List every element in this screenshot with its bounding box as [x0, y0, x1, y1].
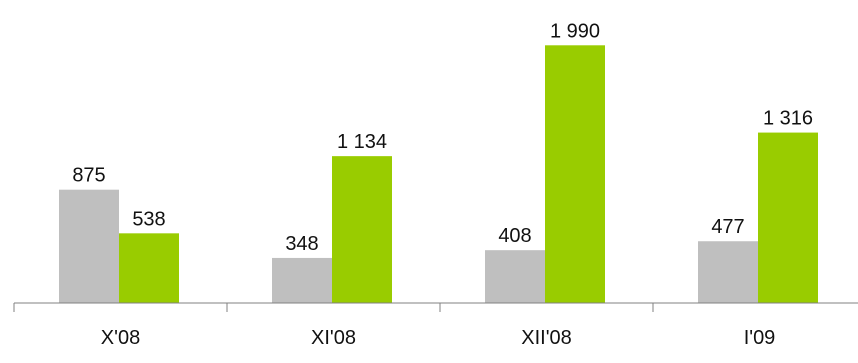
- bar-series-1-2: [485, 250, 545, 303]
- data-label-series-2-3: 1 316: [763, 108, 813, 130]
- bar-series-1-0: [59, 189, 119, 303]
- x-tick-label-3: I'09: [744, 327, 776, 349]
- data-label-series-1-1: 348: [285, 233, 318, 255]
- bar-series-1-3: [698, 241, 758, 303]
- bar-series-2-0: [119, 233, 179, 303]
- bar-series-1-1: [272, 257, 332, 303]
- data-label-series-2-0: 538: [132, 208, 165, 230]
- data-label-series-1-3: 477: [711, 216, 744, 238]
- data-label-series-2-2: 1 990: [550, 20, 600, 42]
- bar-series-2-2: [545, 45, 605, 304]
- data-labels-layer: 875 538 348 1 134 408 1 990 477 1 316: [72, 20, 813, 255]
- data-label-series-1-0: 875: [72, 165, 105, 187]
- x-tick-label-2: XII'08: [521, 327, 572, 349]
- bar-series-2-3: [758, 132, 818, 303]
- data-label-series-1-2: 408: [498, 225, 531, 247]
- x-axis: X'08 XI'08 XII'08 I'09: [13, 302, 858, 349]
- bar-series-2-1: [332, 156, 392, 303]
- bars-layer: [59, 45, 818, 304]
- data-label-series-2-1: 1 134: [337, 131, 387, 153]
- x-tick-label-1: XI'08: [311, 327, 356, 349]
- x-tick-label-0: X'08: [101, 327, 140, 349]
